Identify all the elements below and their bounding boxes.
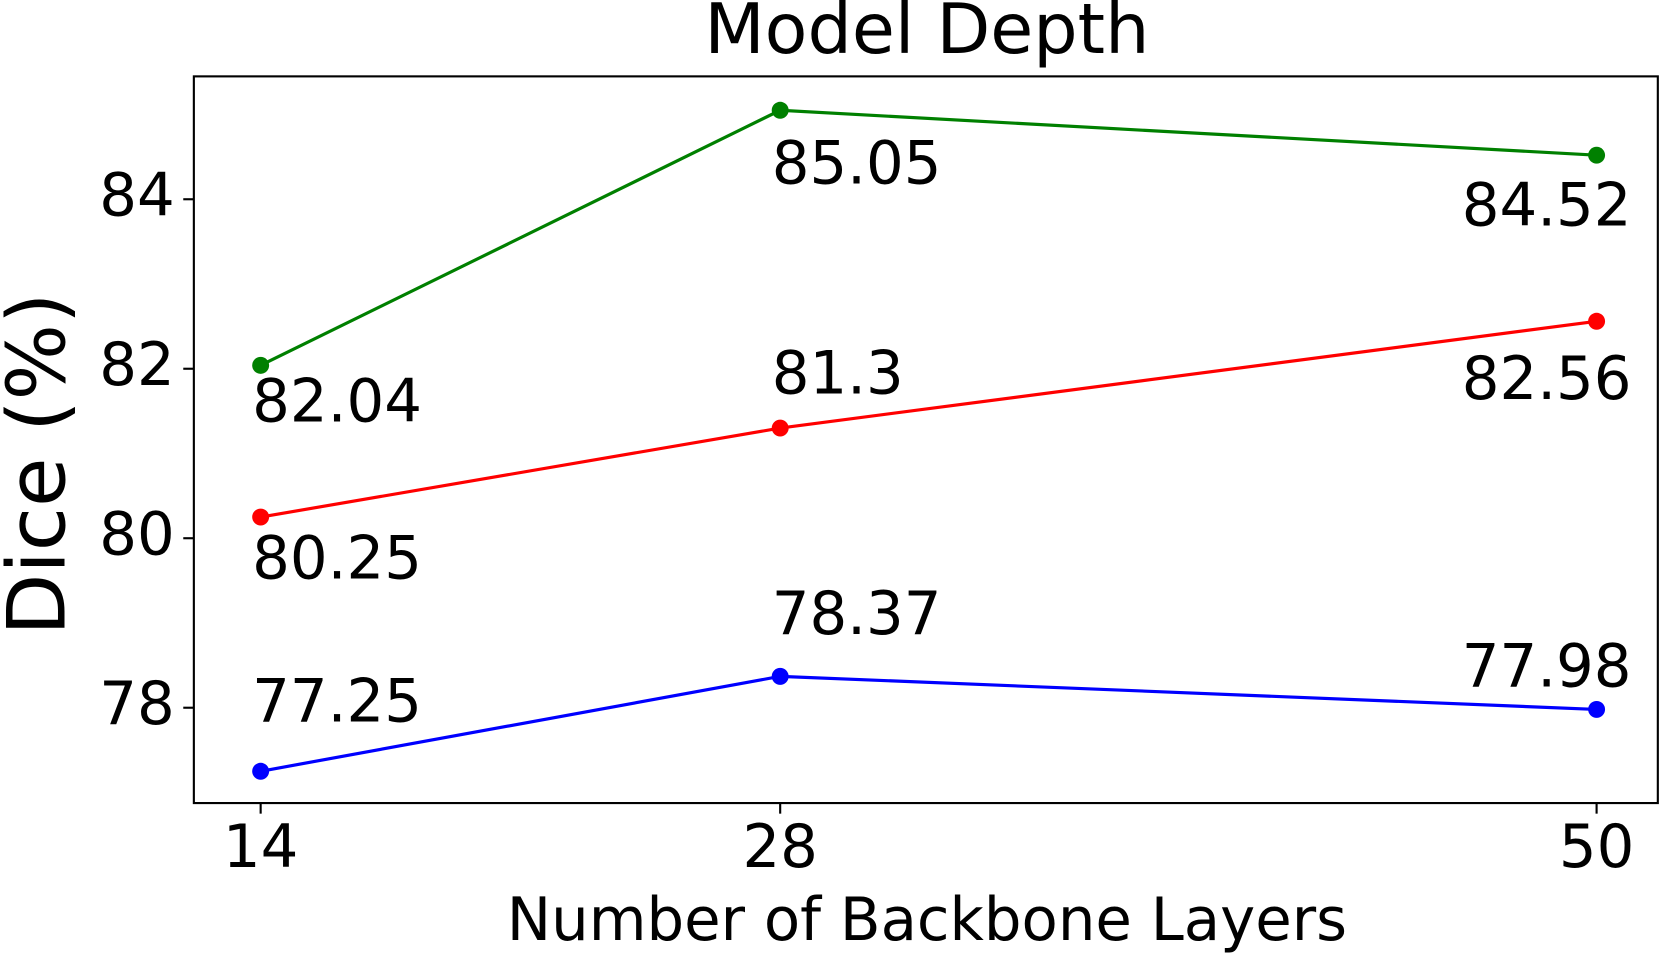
y-tick-label: 78 (99, 669, 174, 738)
y-tick-label: 82 (99, 330, 174, 399)
value-label: 77.25 (252, 667, 422, 736)
x-tick-label: 14 (223, 812, 298, 881)
point (771, 101, 789, 119)
y-tick-label: 80 (99, 499, 174, 568)
point (252, 356, 270, 374)
point (1588, 146, 1606, 164)
x-tick-label: 50 (1559, 812, 1634, 881)
point (771, 419, 789, 437)
x-axis-label: Number of Backbone Layers (507, 885, 1347, 954)
value-label: 82.56 (1462, 344, 1632, 413)
plot-frame (192, 75, 1659, 805)
point (1588, 700, 1606, 718)
point (1588, 312, 1606, 330)
point (771, 667, 789, 685)
chart-title: Model Depth (704, 0, 1149, 70)
value-label: 78.37 (772, 579, 942, 648)
series-line (260, 319, 1597, 519)
y-axis-label: Dice (%) (0, 293, 83, 636)
value-label: 85.05 (772, 129, 942, 198)
value-label: 81.3 (772, 338, 904, 407)
point (252, 762, 270, 780)
x-tick-label: 28 (742, 812, 817, 881)
value-label: 77.98 (1462, 631, 1632, 700)
y-tick-label: 84 (99, 160, 174, 229)
value-label: 84.52 (1462, 170, 1632, 239)
point (252, 508, 270, 526)
series-line (260, 674, 1597, 773)
value-label: 80.25 (252, 524, 422, 593)
value-label: 82.04 (252, 367, 422, 436)
